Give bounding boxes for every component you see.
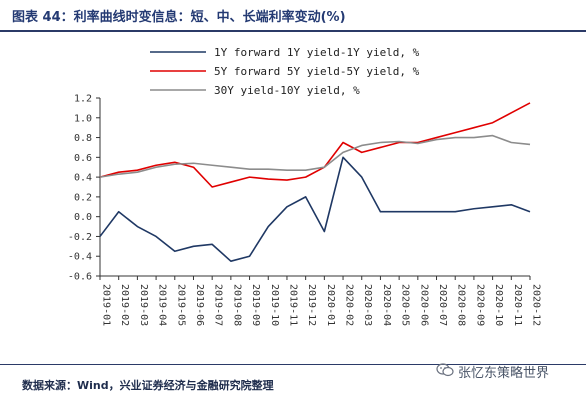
y-tick-label: 1.2	[74, 94, 92, 105]
x-tick-label: 2020-08	[456, 284, 467, 326]
x-tick-label: 2019-02	[119, 284, 130, 326]
x-tick-label: 2020-11	[512, 284, 523, 326]
y-tick-label: -0.2	[68, 232, 92, 243]
chart-area: -0.6 -0.4 -0.2 0.0 0.2 0.4 0.6 0.8 1.0 1.2 2019-01…	[0, 30, 586, 360]
y-tick-label: 0.0	[74, 212, 92, 223]
x-tick-label: 2020-03	[362, 284, 373, 326]
x-tick-label: 2019-04	[157, 284, 168, 326]
y-tick-label: -0.6	[68, 272, 92, 283]
line-chart: -0.6 -0.4 -0.2 0.0 0.2 0.4 0.6 0.8 1.0 1.2 2019-01…	[68, 46, 542, 326]
x-tick-label: 2019-05	[175, 284, 186, 326]
title-bar: 图表 44：利率曲线时变信息：短、中、长端利率变动(%)	[0, 0, 586, 32]
y-tick-label: 0.4	[74, 173, 92, 184]
x-tick-label: 2019-10	[269, 284, 280, 326]
source-note: 数据来源：Wind，兴业证券经济与金融研究院整理	[22, 379, 274, 392]
x-tick-label: 2019-01	[101, 284, 112, 326]
y-tick-label: -0.4	[68, 252, 92, 263]
x-tick-label: 2020-01	[325, 284, 336, 326]
y-tick-label: 1.0	[74, 113, 92, 124]
x-tick-label: 2019-12	[306, 284, 317, 326]
series-line-3	[99, 134, 531, 178]
series-line-2	[99, 102, 531, 188]
y-tick-label: 0.8	[74, 133, 92, 144]
y-tick-label: 0.2	[74, 192, 92, 203]
x-tick-label: 2019-07	[213, 284, 224, 326]
x-tick-label: 2020-12	[531, 284, 542, 326]
x-tick-label: 2019-06	[194, 284, 205, 326]
x-tick-label: 2020-06	[418, 284, 429, 326]
x-tick-label: 2019-11	[287, 284, 298, 326]
x-tick-label: 2020-02	[344, 284, 355, 326]
x-tick-label: 2019-09	[250, 284, 261, 326]
watermark-text: 张忆东策略世界	[458, 366, 550, 381]
x-tick-label: 2019-08	[231, 284, 242, 326]
x-tick-label: 2020-07	[437, 284, 448, 326]
x-tick-label: 2020-09	[474, 284, 485, 326]
chart-title: 图表 44：利率曲线时变信息：短、中、长端利率变动(%)	[12, 10, 346, 25]
legend-label-3: 30Y yield-10Y yield, %	[214, 84, 360, 97]
x-tick-label: 2019-03	[138, 284, 149, 326]
watermark: 张忆东策略世界	[436, 362, 549, 381]
y-tick-label: 0.6	[74, 153, 92, 164]
wechat-icon	[436, 362, 454, 381]
legend-label-2: 5Y forward 5Y yield-5Y yield, %	[214, 65, 420, 78]
legend-label-1: 1Y forward 1Y yield-1Y yield, %	[214, 46, 420, 59]
x-tick-label: 2020-05	[400, 284, 411, 326]
series-line-1	[99, 156, 531, 262]
x-tick-label: 2020-10	[493, 284, 504, 326]
footer-divider	[0, 364, 586, 365]
x-tick-label: 2020-04	[381, 284, 392, 326]
